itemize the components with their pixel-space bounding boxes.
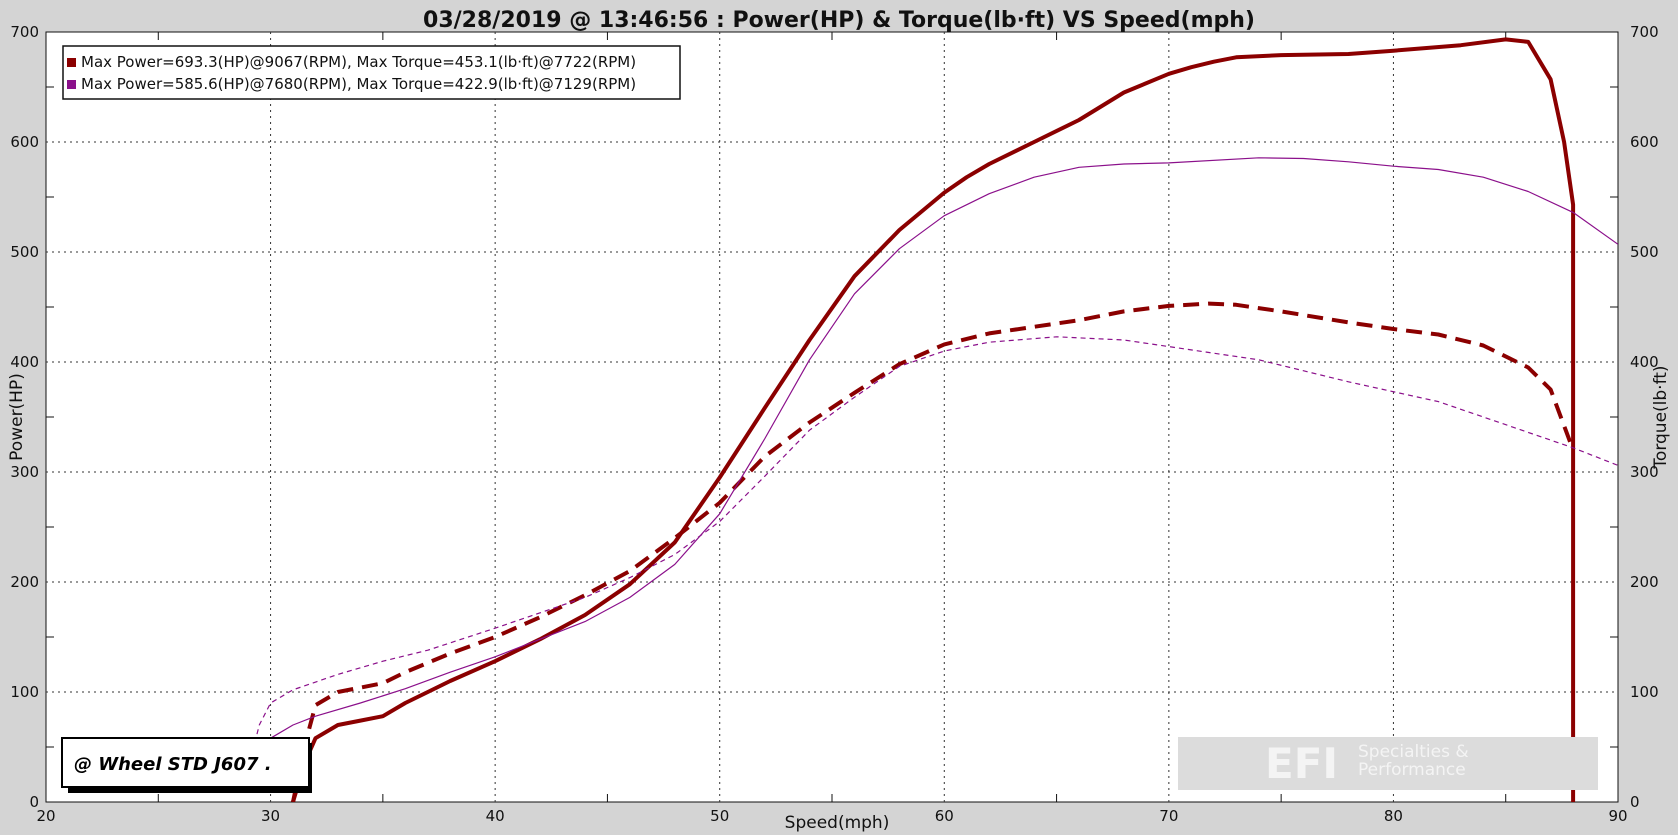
watermark-line2: Performance — [1358, 760, 1466, 780]
y-tick-label-left: 0 — [29, 793, 39, 811]
x-tick-label: 90 — [1608, 807, 1627, 825]
y-tick-label-right: 0 — [1630, 793, 1640, 811]
legend-swatch-1 — [67, 58, 76, 67]
y-tick-label-right: 200 — [1630, 573, 1659, 591]
legend-label-2: Max Power=585.6(HP)@7680(RPM), Max Torqu… — [81, 75, 636, 93]
x-tick-label: 80 — [1384, 807, 1403, 825]
series-line-3 — [252, 157, 1618, 757]
efi-watermark-logo: EFI Specialties & Performance — [1178, 737, 1598, 790]
wheel-std-badge: @ Wheel STD J607 . — [61, 737, 312, 793]
x-tick-label: 70 — [1159, 807, 1178, 825]
legend: Max Power=693.3(HP)@9067(RPM), Max Torqu… — [62, 45, 681, 100]
y-tick-label-left: 200 — [10, 573, 39, 591]
x-tick-label: 50 — [710, 807, 729, 825]
y-tick-label-left: 400 — [10, 353, 39, 371]
y-tick-label-right: 600 — [1630, 133, 1659, 151]
series-line-1 — [291, 37, 1576, 802]
y-tick-label-left: 300 — [10, 463, 39, 481]
y-tick-label-right: 100 — [1630, 683, 1659, 701]
y-tick-label-right: 400 — [1630, 353, 1659, 371]
y-tick-label-right: 300 — [1630, 463, 1659, 481]
y-tick-label-left: 600 — [10, 133, 39, 151]
y-axis-label-left: Power(HP) — [7, 373, 27, 461]
y-tick-label-left: 100 — [10, 683, 39, 701]
series-lines — [247, 37, 1618, 802]
y-tick-label-left: 700 — [10, 23, 39, 41]
y-tick-label-right: 500 — [1630, 243, 1659, 261]
watermark-line1: Specialties & — [1358, 742, 1469, 762]
series-line-2 — [291, 301, 1575, 802]
x-tick-label: 20 — [36, 807, 55, 825]
y-axis-label-right: Torque(lb·ft) — [1651, 365, 1671, 469]
badge-text: @ Wheel STD J607 . — [74, 754, 272, 775]
legend-label-1: Max Power=693.3(HP)@9067(RPM), Max Torqu… — [81, 53, 636, 71]
grid — [46, 32, 1618, 802]
x-axis-label: Speed(mph) — [785, 813, 890, 833]
legend-swatch-2 — [67, 80, 76, 89]
y-tick-label-right: 700 — [1630, 23, 1659, 41]
watermark-main: EFI — [1265, 739, 1338, 788]
x-tick-label: 30 — [261, 807, 280, 825]
plot-area — [45, 31, 1619, 803]
x-tick-label: 60 — [935, 807, 954, 825]
y-tick-label-left: 500 — [10, 243, 39, 261]
chart-title: 03/28/2019 @ 13:46:56 : Power(HP) & Torq… — [423, 8, 1255, 33]
series-line-4 — [247, 336, 1618, 770]
x-tick-label: 40 — [486, 807, 505, 825]
